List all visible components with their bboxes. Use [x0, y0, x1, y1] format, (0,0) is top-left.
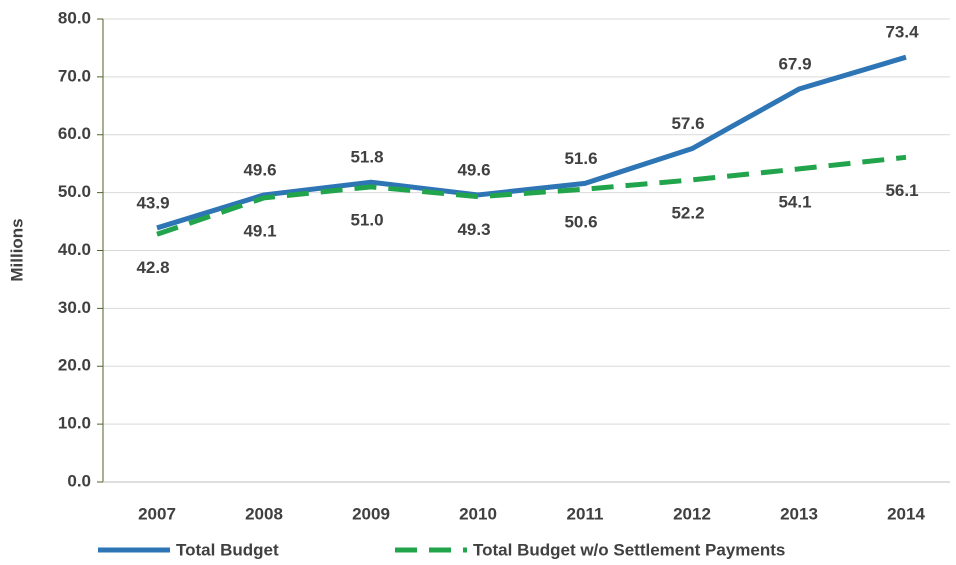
series-line	[156, 54, 907, 231]
data-label: 54.1	[778, 192, 811, 211]
x-tick-label: 2007	[138, 504, 176, 523]
y-axis-label: Millions	[7, 218, 26, 281]
y-tick-label: 20.0	[58, 356, 91, 375]
data-label: 51.0	[350, 210, 383, 229]
y-tick-label: 0.0	[67, 471, 91, 490]
x-tick-label: 2010	[459, 504, 497, 523]
legend-label: Total Budget	[176, 540, 279, 559]
y-tick-label: 10.0	[58, 414, 91, 433]
data-label: 42.8	[136, 258, 169, 277]
data-label: 50.6	[564, 213, 597, 232]
data-label: 56.1	[885, 181, 918, 200]
data-label: 49.6	[243, 160, 276, 179]
y-tick-label: 80.0	[58, 8, 91, 27]
x-tick-label: 2008	[245, 504, 283, 523]
y-tick-label: 50.0	[58, 182, 91, 201]
data-label: 51.8	[350, 148, 383, 167]
data-label: 49.3	[457, 220, 490, 239]
data-label: 73.4	[885, 23, 919, 42]
y-tick-label: 40.0	[58, 240, 91, 259]
data-label: 49.1	[243, 221, 276, 240]
y-tick-label: 60.0	[58, 124, 91, 143]
y-tick-label: 70.0	[58, 66, 91, 85]
x-tick-label: 2014	[887, 504, 925, 523]
x-tick-label: 2011	[567, 504, 604, 523]
x-tick-label: 2012	[673, 504, 711, 523]
data-label: 51.6	[564, 149, 597, 168]
series-line	[156, 154, 907, 237]
legend-label: Total Budget w/o Settlement Payments	[473, 540, 785, 559]
data-label: 52.2	[671, 203, 704, 222]
data-label: 57.6	[671, 114, 704, 133]
x-tick-label: 2009	[352, 504, 390, 523]
x-tick-label: 2013	[780, 504, 818, 523]
data-label: 67.9	[778, 55, 811, 74]
data-label: 49.6	[457, 160, 490, 179]
y-tick-label: 30.0	[58, 298, 91, 317]
data-label: 43.9	[136, 193, 169, 212]
